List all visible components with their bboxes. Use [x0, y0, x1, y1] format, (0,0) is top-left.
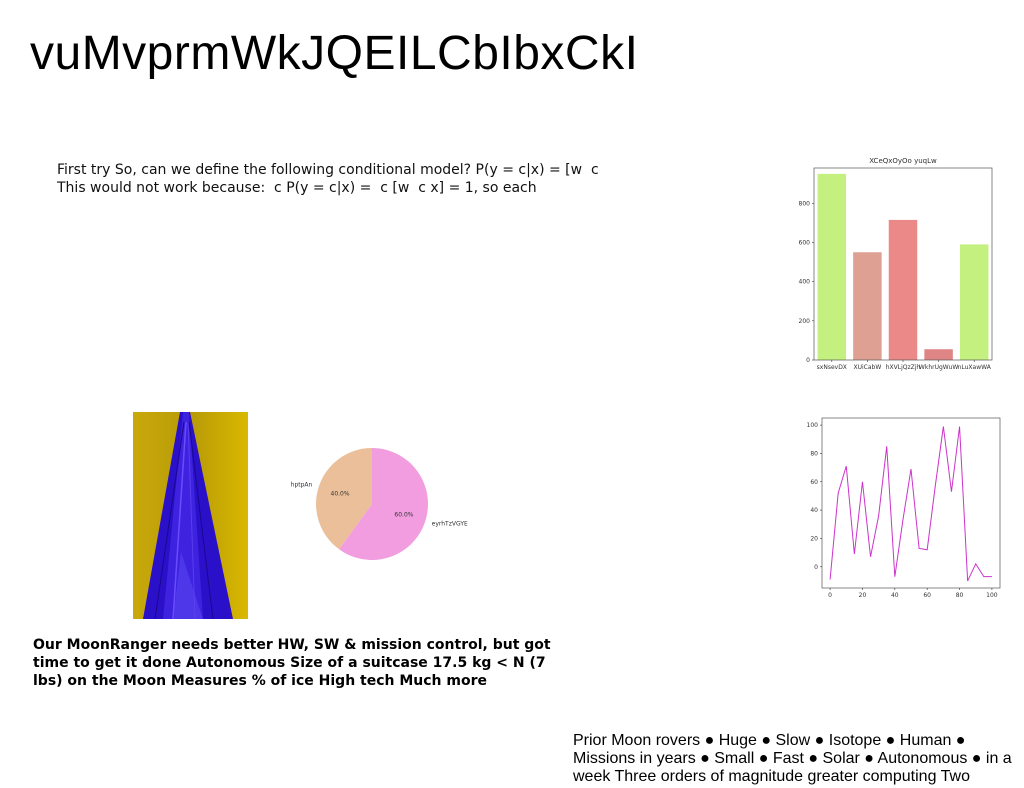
- text-line-1: First try So, can we define the followin…: [57, 161, 657, 179]
- conditional-model-text: First try So, can we define the followin…: [57, 161, 657, 197]
- line-x-tick-label: 20: [859, 592, 867, 599]
- line-x-tick-label: 0: [828, 592, 832, 599]
- text-line-2: This would not work because:  c P(y = c…: [57, 179, 657, 197]
- bar-sxNsevDX: [818, 174, 846, 360]
- moonranger-text: Our MoonRanger needs better HW, SW & mis…: [33, 636, 553, 690]
- pie-chart: hptpAn 40.0% eyrhTzVGYE 60.0%: [278, 420, 468, 590]
- bar-x-tick-label: hXVLjQzZjh: [886, 364, 921, 371]
- line-y-tick-label: 80: [810, 450, 818, 457]
- line-y-tick-label: 100: [807, 422, 819, 429]
- line-chart: 0 20 40 60 80 100 0 20 40 60 80 100: [800, 412, 1010, 604]
- pie-label: eyrhTzVGYE: [432, 520, 468, 527]
- bar-x-tick-label: nLuXawWA: [958, 364, 992, 371]
- line-x-tick-label: 60: [923, 592, 931, 599]
- bar-x-tick-label: WkhrUgWuW: [919, 364, 958, 371]
- bar-y-tick-label: 800: [799, 200, 811, 207]
- pie-percent-label: 40.0%: [331, 491, 350, 498]
- line-y-tick-label: 40: [810, 507, 818, 514]
- bar-y-tick-label: 600: [799, 239, 811, 246]
- line-x-tick-label: 100: [986, 592, 998, 599]
- bar-y-tick-label: 200: [799, 318, 811, 325]
- bar-XUiCabW: [853, 252, 881, 360]
- bar-chart: XCeQxOyOo yuqLw sxNsevDX XUiCabW hXVLjQzZjh…: [780, 152, 1010, 382]
- slide-title: vuMvprmWkJQEILCbIbxCkI: [30, 26, 638, 81]
- bar-WkhrUgWuW: [924, 349, 952, 360]
- bar-y-tick-label: 400: [799, 279, 811, 286]
- line-y-tick-label: 0: [814, 564, 818, 571]
- bar-chart-title: XCeQxOyOo yuqLw: [869, 157, 937, 165]
- pie-percent-label: 60.0%: [394, 511, 413, 518]
- bar-hXVLjQzZjh: [889, 220, 917, 360]
- line-x-tick-label: 80: [956, 592, 964, 599]
- line-y-tick-label: 60: [810, 479, 818, 486]
- bar-y-tick-label: 0: [806, 357, 810, 364]
- bar-x-tick-label: sxNsevDX: [817, 364, 847, 371]
- line-y-tick-label: 20: [810, 535, 818, 542]
- line-plot-frame: [822, 418, 1000, 588]
- line-x-tick-label: 40: [891, 592, 899, 599]
- bar-x-tick-label: XUiCabW: [854, 364, 882, 371]
- line-series: [830, 427, 992, 581]
- moon-rovers-text: Prior Moon rovers ● Huge ● Slow ● Isotop…: [573, 732, 1013, 786]
- skyscraper-photo: [133, 412, 248, 619]
- bar-nLuXawWA: [960, 244, 988, 360]
- pie-label: hptpAn: [291, 482, 313, 489]
